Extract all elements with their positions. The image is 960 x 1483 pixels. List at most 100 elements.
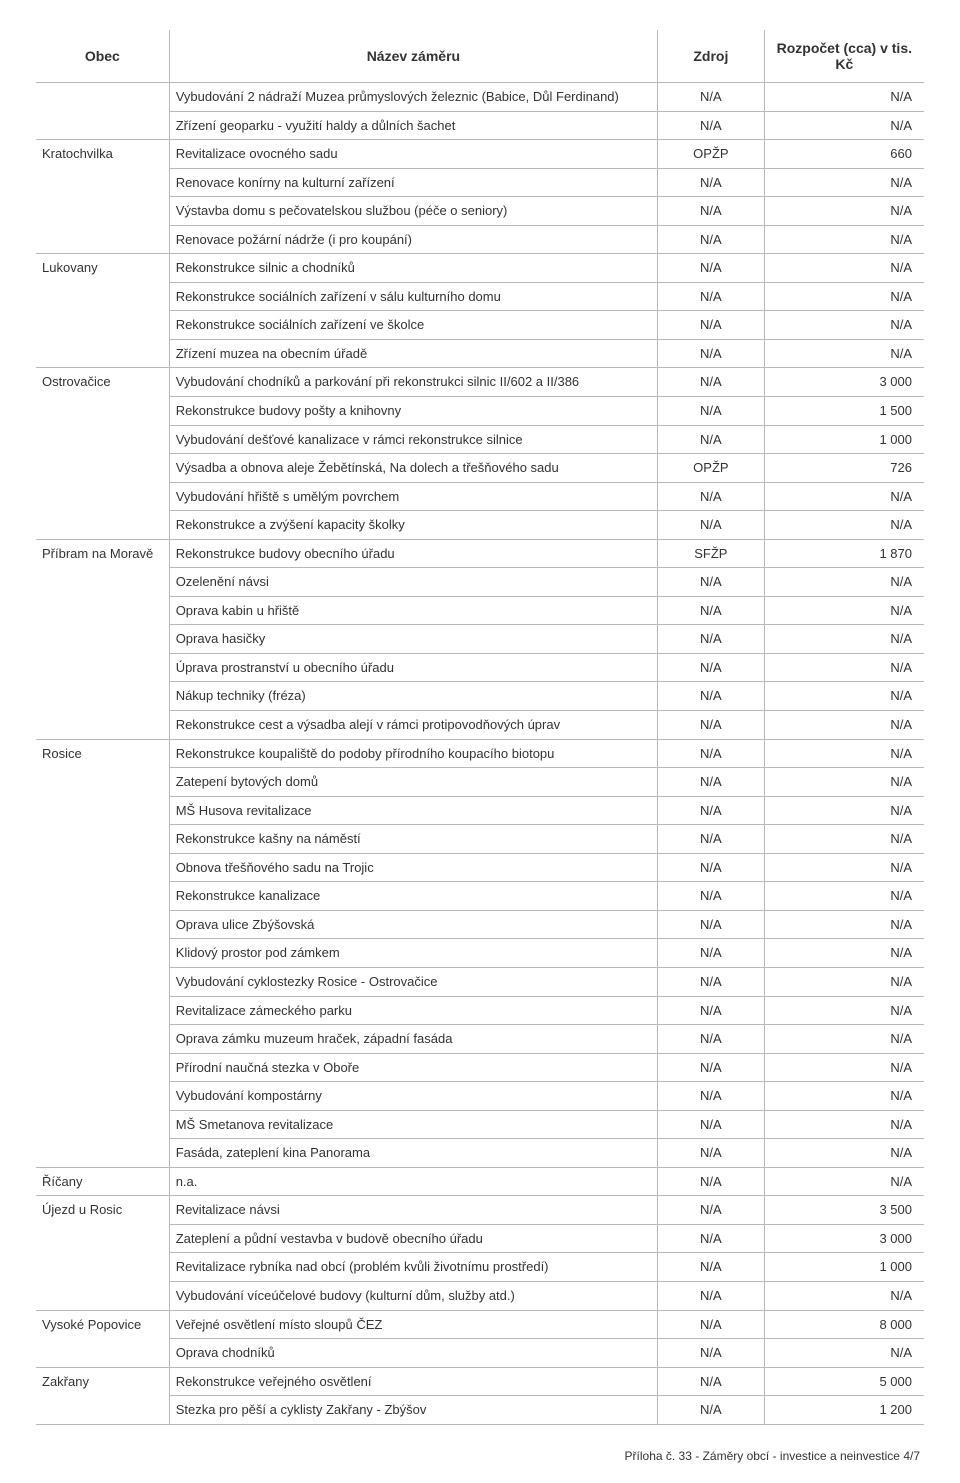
table-row: Revitalizace zámeckého parkuN/AN/A	[36, 996, 924, 1025]
zdroj-cell: N/A	[658, 1139, 765, 1168]
obec-cell: Kratochvilka	[36, 140, 169, 254]
rozpocet-cell: N/A	[764, 282, 924, 311]
nazev-cell: Rekonstrukce kanalizace	[169, 882, 657, 911]
nazev-cell: Vybudování chodníků a parkování při reko…	[169, 368, 657, 397]
table-row: Zřízení geoparku - využití haldy a důlní…	[36, 111, 924, 140]
nazev-cell: Rekonstrukce cest a výsadba alejí v rámc…	[169, 711, 657, 740]
zdroj-cell: N/A	[658, 311, 765, 340]
table-row: Oprava chodníkůN/AN/A	[36, 1339, 924, 1368]
rozpocet-cell: N/A	[764, 1339, 924, 1368]
zdroj-cell: N/A	[658, 225, 765, 254]
zdroj-cell: N/A	[658, 1167, 765, 1196]
zdroj-cell: N/A	[658, 282, 765, 311]
nazev-cell: Nákup techniky (fréza)	[169, 682, 657, 711]
zdroj-cell: N/A	[658, 1310, 765, 1339]
nazev-cell: Vybudování víceúčelové budovy (kulturní …	[169, 1281, 657, 1310]
nazev-cell: Zatepení bytových domů	[169, 768, 657, 797]
rozpocet-cell: N/A	[764, 711, 924, 740]
zdroj-cell: N/A	[658, 768, 765, 797]
col-rozpocet: Rozpočet (cca) v tis. Kč	[764, 30, 924, 83]
rozpocet-cell: N/A	[764, 197, 924, 226]
nazev-cell: Rekonstrukce koupaliště do podoby přírod…	[169, 739, 657, 768]
page-footer: Příloha č. 33 - Záměry obcí - investice …	[36, 1449, 924, 1463]
nazev-cell: Rekonstrukce a zvýšení kapacity školky	[169, 511, 657, 540]
zdroj-cell: OPŽP	[658, 454, 765, 483]
obec-cell: Újezd u Rosic	[36, 1196, 169, 1310]
rozpocet-cell: N/A	[764, 910, 924, 939]
nazev-cell: Revitalizace zámeckého parku	[169, 996, 657, 1025]
rozpocet-cell: 726	[764, 454, 924, 483]
table-row: Stezka pro pěší a cyklisty Zakřany - Zbý…	[36, 1396, 924, 1425]
nazev-cell: Vybudování 2 nádraží Muzea průmyslových …	[169, 83, 657, 112]
rozpocet-cell: N/A	[764, 653, 924, 682]
zdroj-cell: N/A	[658, 111, 765, 140]
nazev-cell: Rekonstrukce budovy obecního úřadu	[169, 539, 657, 568]
projects-table: Obec Název záměru Zdroj Rozpočet (cca) v…	[36, 30, 924, 1425]
nazev-cell: Přírodní naučná stezka v Oboře	[169, 1053, 657, 1082]
rozpocet-cell: 1 500	[764, 397, 924, 426]
zdroj-cell: N/A	[658, 568, 765, 597]
zdroj-cell: N/A	[658, 254, 765, 283]
zdroj-cell: N/A	[658, 482, 765, 511]
table-row: Přírodní naučná stezka v ObořeN/AN/A	[36, 1053, 924, 1082]
table-row: Újezd u RosicRevitalizace návsiN/A3 500	[36, 1196, 924, 1225]
table-row: Výsadba a obnova aleje Žebětínská, Na do…	[36, 454, 924, 483]
table-row: Fasáda, zateplení kina PanoramaN/AN/A	[36, 1139, 924, 1168]
nazev-cell: Ozelenění návsi	[169, 568, 657, 597]
zdroj-cell: N/A	[658, 1281, 765, 1310]
rozpocet-cell: 660	[764, 140, 924, 169]
rozpocet-cell: N/A	[764, 568, 924, 597]
zdroj-cell: N/A	[658, 1339, 765, 1368]
rozpocet-cell: 1 200	[764, 1396, 924, 1425]
table-row: Renovace požární nádrže (i pro koupání)N…	[36, 225, 924, 254]
zdroj-cell: N/A	[658, 1396, 765, 1425]
table-row: Renovace konírny na kulturní zařízeníN/A…	[36, 168, 924, 197]
zdroj-cell: N/A	[658, 910, 765, 939]
zdroj-cell: N/A	[658, 339, 765, 368]
table-row: Vybudování dešťové kanalizace v rámci re…	[36, 425, 924, 454]
rozpocet-cell: N/A	[764, 311, 924, 340]
nazev-cell: MŠ Husova revitalizace	[169, 796, 657, 825]
col-obec: Obec	[36, 30, 169, 83]
table-row: MŠ Smetanova revitalizaceN/AN/A	[36, 1110, 924, 1139]
nazev-cell: Klidový prostor pod zámkem	[169, 939, 657, 968]
zdroj-cell: N/A	[658, 511, 765, 540]
rozpocet-cell: N/A	[764, 625, 924, 654]
table-row: Oprava zámku muzeum hraček, západní fasá…	[36, 1025, 924, 1054]
obec-cell: Lukovany	[36, 254, 169, 368]
rozpocet-cell: N/A	[764, 1110, 924, 1139]
rozpocet-cell: N/A	[764, 1167, 924, 1196]
nazev-cell: Renovace požární nádrže (i pro koupání)	[169, 225, 657, 254]
table-row: MŠ Husova revitalizaceN/AN/A	[36, 796, 924, 825]
nazev-cell: Rekonstrukce budovy pošty a knihovny	[169, 397, 657, 426]
table-row: Rekonstrukce sociálních zařízení ve škol…	[36, 311, 924, 340]
rozpocet-cell: 8 000	[764, 1310, 924, 1339]
nazev-cell: Zateplení a půdní vestavba v budově obec…	[169, 1224, 657, 1253]
col-zdroj: Zdroj	[658, 30, 765, 83]
nazev-cell: Rekonstrukce kašny na náměstí	[169, 825, 657, 854]
table-row: Rekonstrukce sociálních zařízení v sálu …	[36, 282, 924, 311]
nazev-cell: Oprava kabin u hřiště	[169, 596, 657, 625]
rozpocet-cell: N/A	[764, 682, 924, 711]
nazev-cell: Úprava prostranství u obecního úřadu	[169, 653, 657, 682]
nazev-cell: Fasáda, zateplení kina Panorama	[169, 1139, 657, 1168]
rozpocet-cell: 1 000	[764, 1253, 924, 1282]
zdroj-cell: N/A	[658, 397, 765, 426]
rozpocet-cell: 3 000	[764, 1224, 924, 1253]
obec-cell: Zakřany	[36, 1367, 169, 1424]
table-row: Zatepení bytových domůN/AN/A	[36, 768, 924, 797]
table-row: Obnova třešňového sadu na TrojicN/AN/A	[36, 853, 924, 882]
table-row: ZakřanyRekonstrukce veřejného osvětleníN…	[36, 1367, 924, 1396]
table-row: Vybudování víceúčelové budovy (kulturní …	[36, 1281, 924, 1310]
nazev-cell: Oprava chodníků	[169, 1339, 657, 1368]
rozpocet-cell: N/A	[764, 739, 924, 768]
rozpocet-cell: 5 000	[764, 1367, 924, 1396]
nazev-cell: Výstavba domu s pečovatelskou službou (p…	[169, 197, 657, 226]
rozpocet-cell: N/A	[764, 225, 924, 254]
table-row: Oprava hasičkyN/AN/A	[36, 625, 924, 654]
table-row: Ozelenění návsiN/AN/A	[36, 568, 924, 597]
zdroj-cell: N/A	[658, 1224, 765, 1253]
rozpocet-cell: 3 500	[764, 1196, 924, 1225]
zdroj-cell: N/A	[658, 1367, 765, 1396]
zdroj-cell: N/A	[658, 711, 765, 740]
